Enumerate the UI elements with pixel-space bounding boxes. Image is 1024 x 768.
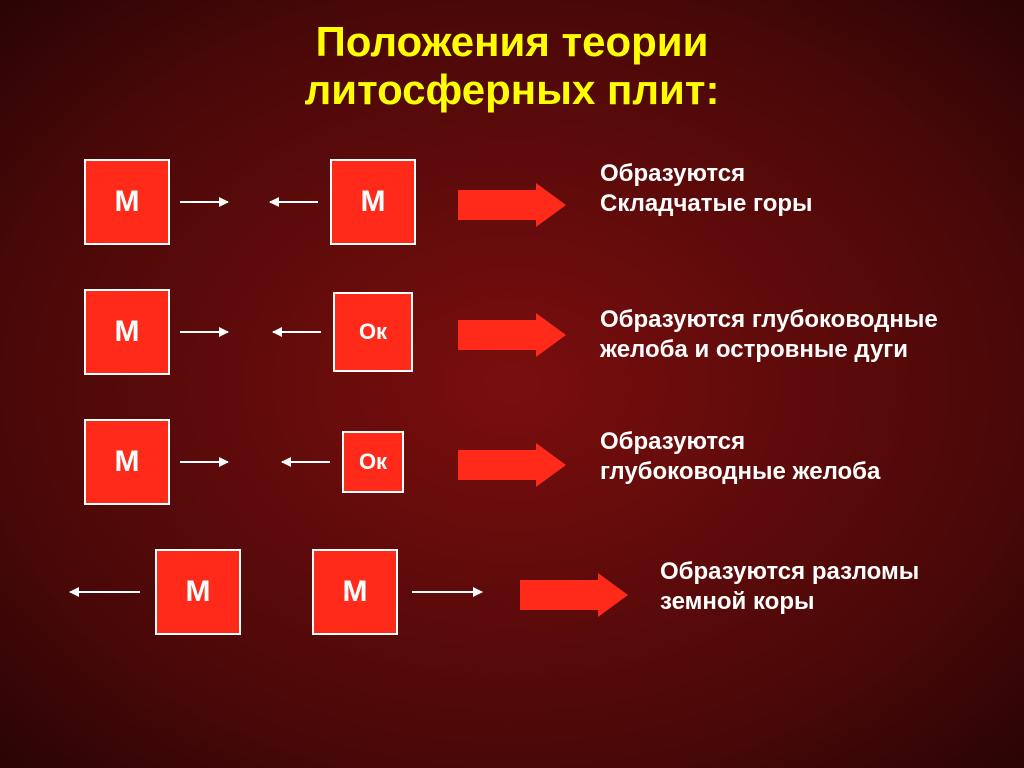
plate-label: Ок xyxy=(359,449,387,475)
plate-box: М xyxy=(84,289,170,375)
movement-arrow-icon xyxy=(270,201,318,203)
plate-box: М xyxy=(84,159,170,245)
plate-label: Ок xyxy=(359,319,387,345)
result-line: Складчатые горы xyxy=(600,189,813,219)
plate-label: М xyxy=(361,185,386,219)
plate-label: М xyxy=(343,575,368,609)
result-line: Образуются разломы xyxy=(660,557,919,587)
plate-box: М xyxy=(330,159,416,245)
result-arrow-icon xyxy=(458,443,566,487)
plate-box: М xyxy=(84,419,170,505)
result-line: Образуются xyxy=(600,427,880,457)
result-line: Образуются глубоководные xyxy=(600,305,938,335)
result-label: Образуются глубоководныежелоба и островн… xyxy=(600,305,938,365)
result-line: глубоководные желоба xyxy=(600,457,880,487)
title-line-2: литосферных плит: xyxy=(0,66,1024,114)
diagram-row: М Ок Образуются глубоководныежелоба и остр… xyxy=(0,275,1024,405)
plate-label: М xyxy=(186,575,211,609)
result-line: земной коры xyxy=(660,587,919,617)
diagram-row: М М ОбразуютсяСкладчатые горы xyxy=(0,145,1024,275)
result-label: Образуются разломыземной коры xyxy=(660,557,919,617)
diagram-row: М М Образуются разломыземной коры xyxy=(0,535,1024,665)
movement-arrow-icon xyxy=(412,591,482,593)
plate-label: М xyxy=(115,185,140,219)
movement-arrow-icon xyxy=(180,201,228,203)
result-arrow-icon xyxy=(520,573,628,617)
movement-arrow-icon xyxy=(180,461,228,463)
movement-arrow-icon xyxy=(282,461,330,463)
plate-label: М xyxy=(115,445,140,479)
page-title: Положения теории литосферных плит: xyxy=(0,0,1024,115)
result-label: Образуютсяглубоководные желоба xyxy=(600,427,880,487)
result-line: желоба и островные дуги xyxy=(600,335,938,365)
title-line-1: Положения теории xyxy=(0,18,1024,66)
plate-box: Ок xyxy=(333,292,413,372)
result-arrow-icon xyxy=(458,313,566,357)
plate-box: М xyxy=(155,549,241,635)
movement-arrow-icon xyxy=(70,591,140,593)
result-label: ОбразуютсяСкладчатые горы xyxy=(600,159,813,219)
result-line: Образуются xyxy=(600,159,813,189)
plate-box: М xyxy=(312,549,398,635)
movement-arrow-icon xyxy=(180,331,228,333)
diagram-content: ММОбразуютсяСкладчатые горыМОкОбразуются… xyxy=(0,145,1024,665)
movement-arrow-icon xyxy=(273,331,321,333)
plate-box: Ок xyxy=(342,431,404,493)
plate-label: М xyxy=(115,315,140,349)
diagram-row: М Ок Образуютсяглубоководные желоба xyxy=(0,405,1024,535)
result-arrow-icon xyxy=(458,183,566,227)
